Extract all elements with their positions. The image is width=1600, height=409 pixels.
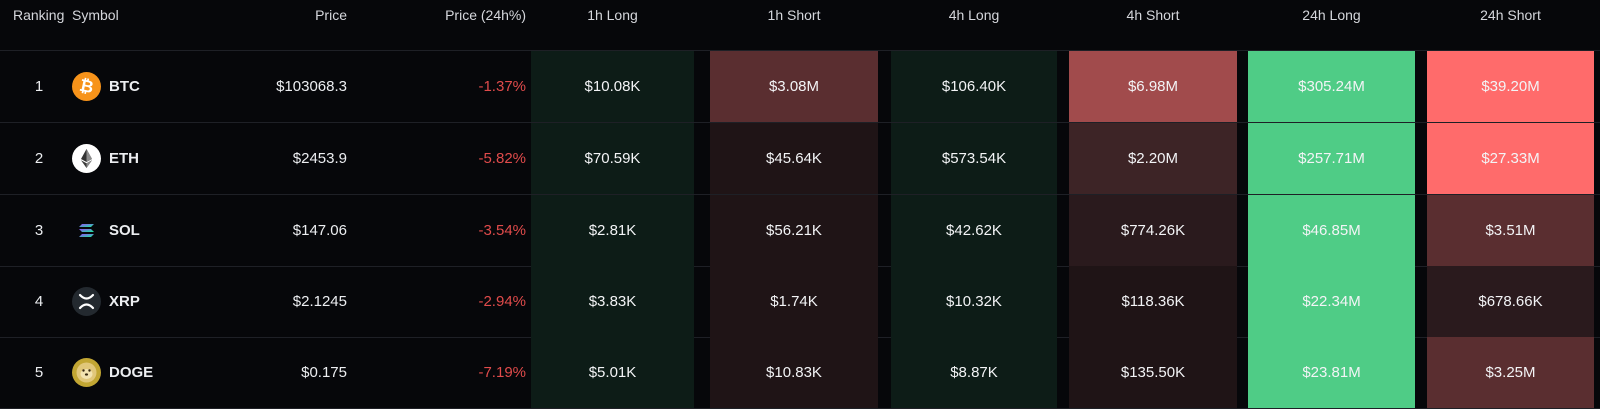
svg-text:₿: ₿ [78,76,96,98]
h24-long-cell: $305.24M [1248,51,1415,122]
price-cell: $2453.9 [292,150,347,167]
symbol-label: SOL [109,222,140,239]
header-ranking[interactable]: Ranking [13,7,65,23]
price-cell: $103068.3 [276,78,347,95]
header-price[interactable]: Price [315,7,347,23]
table-row[interactable]: 1 ₿ BTC $103068.3 -1.37% $10.08K $3.08M … [0,51,1600,123]
h4-long-cell: $573.54K [891,123,1057,194]
header-symbol[interactable]: Symbol [72,7,119,23]
bitcoin-icon: ₿ [72,72,101,101]
rank-cell: 2 [34,150,44,167]
table-row[interactable]: 3 SOL $147.06 -3.54% $2.81K [0,195,1600,267]
header-price-change[interactable]: Price (24h%) [445,7,526,23]
header-24h-long[interactable]: 24h Long [1302,7,1361,23]
header-1h-short[interactable]: 1h Short [767,7,821,23]
h24-short-cell: $39.20M [1427,51,1594,122]
symbol-cell: XRP [72,266,222,337]
price-change-cell: -5.82% [478,150,526,167]
h4-short-cell: $2.20M [1069,123,1237,194]
h4-long-cell: $106.40K [891,51,1057,122]
h4-short-cell: $118.36K [1069,266,1237,337]
h1-long-cell: $70.59K [531,123,694,194]
symbol-label: ETH [109,150,139,167]
h24-long-cell: $22.34M [1248,266,1415,337]
header-4h-short[interactable]: 4h Short [1126,7,1180,23]
xrp-icon [72,287,101,316]
price-cell: $147.06 [292,222,347,239]
dogecoin-icon [72,358,101,387]
h4-short-cell: $135.50K [1069,337,1237,408]
table-header: Ranking Symbol Price Price (24h%) 1h Lon… [0,0,1600,51]
h24-long-cell: $46.85M [1248,195,1415,266]
symbol-cell: ETH [72,123,222,194]
rank-cell: 5 [34,364,44,381]
table-row[interactable]: 2 ETH $2453.9 -5.82% $70.59K $45.64K $57… [0,123,1600,195]
h4-long-cell: $10.32K [891,266,1057,337]
price-change-cell: -3.54% [478,222,526,239]
h1-short-cell: $56.21K [710,195,878,266]
price-change-cell: -7.19% [478,364,526,381]
h1-long-cell: $2.81K [531,195,694,266]
header-1h-long[interactable]: 1h Long [587,7,638,23]
h4-short-cell: $774.26K [1069,195,1237,266]
symbol-cell: SOL [72,195,222,266]
table-row[interactable]: 5 DOGE $0.175 -7.19% $5.01K $10.83K $8.8… [0,337,1600,409]
h1-short-cell: $10.83K [710,337,878,408]
symbol-cell: ₿ BTC [72,51,222,122]
header-24h-short[interactable]: 24h Short [1480,7,1541,23]
h4-long-cell: $8.87K [891,337,1057,408]
h1-short-cell: $1.74K [710,266,878,337]
price-cell: $2.1245 [292,293,347,310]
h24-long-cell: $257.71M [1248,123,1415,194]
rank-cell: 4 [34,293,44,310]
h4-long-cell: $42.62K [891,195,1057,266]
h1-short-cell: $3.08M [710,51,878,122]
h24-short-cell: $678.66K [1427,266,1594,337]
rank-cell: 3 [34,222,44,239]
symbol-label: DOGE [109,364,154,381]
h4-short-cell: $6.98M [1069,51,1237,122]
rank-cell: 1 [34,78,44,95]
price-cell: $0.175 [301,364,347,381]
price-change-cell: -1.37% [478,78,526,95]
h24-short-cell: $3.51M [1427,195,1594,266]
h24-short-cell: $27.33M [1427,123,1594,194]
header-4h-long[interactable]: 4h Long [948,7,1000,23]
price-change-cell: -2.94% [478,293,526,310]
h1-long-cell: $10.08K [531,51,694,122]
symbol-label: XRP [109,293,140,310]
h1-long-cell: $3.83K [531,266,694,337]
table-row[interactable]: 4 XRP $2.1245 -2.94% $3.83K $1.74K $10.3… [0,266,1600,338]
symbol-label: BTC [109,78,140,95]
symbol-cell: DOGE [72,337,222,408]
ethereum-icon [72,144,101,173]
h24-long-cell: $23.81M [1248,337,1415,408]
solana-icon [72,216,101,245]
h1-short-cell: $45.64K [710,123,878,194]
h24-short-cell: $3.25M [1427,337,1594,408]
h1-long-cell: $5.01K [531,337,694,408]
